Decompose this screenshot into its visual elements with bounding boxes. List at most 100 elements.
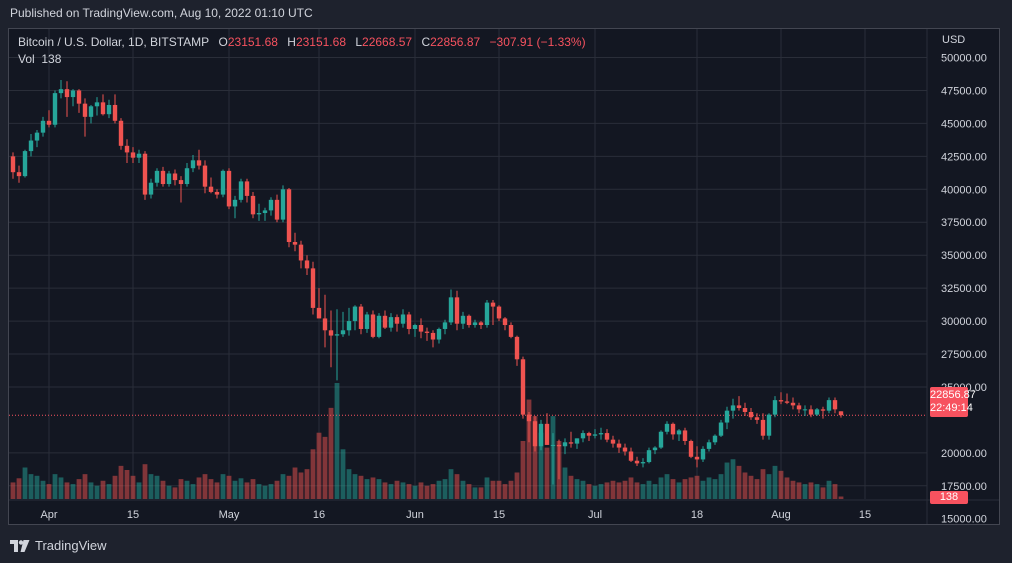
volume-bar <box>436 480 442 499</box>
change-value: −307.91 (−1.33%) <box>489 35 586 49</box>
volume-bar <box>682 479 688 499</box>
close-value: 22856.87 <box>430 35 481 49</box>
candle-body <box>772 400 778 415</box>
candle-body <box>172 173 178 181</box>
candle-body <box>376 315 382 337</box>
candle-body <box>346 321 352 331</box>
candle-body <box>736 405 742 409</box>
open-value: 23151.68 <box>227 35 278 49</box>
volume-bar <box>784 477 790 499</box>
volume-bar <box>406 484 412 499</box>
volume-bar <box>460 480 466 499</box>
candle-body <box>826 400 832 411</box>
candle-body <box>190 160 196 169</box>
volume-bar <box>574 479 580 499</box>
volume-bar <box>526 399 532 499</box>
candle-body <box>112 104 118 121</box>
candle-body <box>322 318 328 331</box>
candle-body <box>364 314 370 329</box>
volume-bar <box>712 479 718 499</box>
volume-bar <box>742 472 748 499</box>
volume-bar <box>532 416 538 499</box>
volume-bar <box>724 462 730 499</box>
volume-bar <box>796 482 802 499</box>
volume-bar <box>130 475 136 499</box>
candle-body <box>472 322 478 326</box>
volume-bar <box>694 475 700 499</box>
candle-body <box>154 170 160 183</box>
candle-body <box>352 306 358 322</box>
volume-bar <box>310 449 316 499</box>
volume-bar <box>544 447 550 499</box>
volume-label: Vol <box>18 52 35 66</box>
volume-bar <box>118 465 124 499</box>
volume-bar <box>592 485 598 499</box>
volume-bar <box>154 475 160 499</box>
candle-body <box>418 325 424 332</box>
volume-bar <box>106 484 112 499</box>
volume-bar <box>124 470 130 499</box>
chart-frame[interactable]: 50000.00 47500.00 45000.00 42500.00 40000.00… <box>8 28 1000 525</box>
candle-body <box>454 297 460 324</box>
volume-value: 138 <box>41 52 62 66</box>
volume-bar <box>442 479 448 499</box>
volume-bar <box>148 474 154 499</box>
symbol-label[interactable]: Bitcoin / U.S. Dollar, 1D, BITSTAMP <box>18 35 210 49</box>
volume-bar <box>634 482 640 499</box>
candle-body <box>508 325 514 337</box>
candle-body <box>34 132 40 141</box>
candle-body <box>178 180 184 185</box>
volume-bar <box>580 480 586 499</box>
volume-bar <box>208 479 214 499</box>
volume-bar <box>298 472 304 499</box>
volume-bar <box>748 475 754 499</box>
volume-bar <box>136 482 142 499</box>
volume-bar <box>340 449 346 499</box>
volume-bar <box>514 472 520 499</box>
volume-bar <box>250 479 256 499</box>
candle-body <box>424 331 430 333</box>
candle-body <box>76 90 82 104</box>
candle-body <box>130 152 136 158</box>
x-tick-label: May <box>219 509 240 521</box>
volume-bar <box>364 479 370 499</box>
volume-bar <box>226 475 232 499</box>
volume-bar <box>244 482 250 499</box>
volume-bar <box>622 480 628 499</box>
chart-canvas[interactable]: 50000.00 47500.00 45000.00 42500.00 40000.00… <box>9 29 999 524</box>
candle-body <box>568 442 574 444</box>
low-value: 22668.57 <box>362 35 413 49</box>
candle-body <box>838 411 844 416</box>
candle-body <box>670 423 676 435</box>
volume-bar <box>448 469 454 499</box>
volume-bar <box>832 484 838 499</box>
candle-body <box>160 170 166 185</box>
volume-bar <box>646 480 652 499</box>
candle-body <box>514 336 520 360</box>
volume-bar <box>88 482 94 499</box>
y-tick-label: 27500.00 <box>941 349 987 361</box>
candle-body <box>250 195 256 215</box>
volume-bar <box>202 474 208 499</box>
x-tick-label: 15 <box>127 509 139 521</box>
y-tick-label: 35000.00 <box>941 250 987 262</box>
volume-bar <box>328 407 334 499</box>
volume-bar <box>706 477 712 499</box>
volume-bar <box>586 484 592 499</box>
volume-bar <box>628 477 634 499</box>
volume-bar <box>424 485 430 499</box>
footer-brand[interactable]: TradingView <box>10 538 107 553</box>
candle-body <box>280 189 286 220</box>
candle-body <box>118 120 124 146</box>
candle-body <box>298 244 304 261</box>
candle-body <box>724 410 730 423</box>
candle-body <box>394 317 400 324</box>
x-tick-label: 15 <box>493 509 505 521</box>
volume-bar <box>502 484 508 499</box>
volume-bar <box>16 478 22 499</box>
candle-body <box>82 103 88 117</box>
candle-body <box>646 450 652 463</box>
candle-body <box>700 448 706 460</box>
volume-bar <box>658 477 664 499</box>
candle-body <box>652 447 658 451</box>
